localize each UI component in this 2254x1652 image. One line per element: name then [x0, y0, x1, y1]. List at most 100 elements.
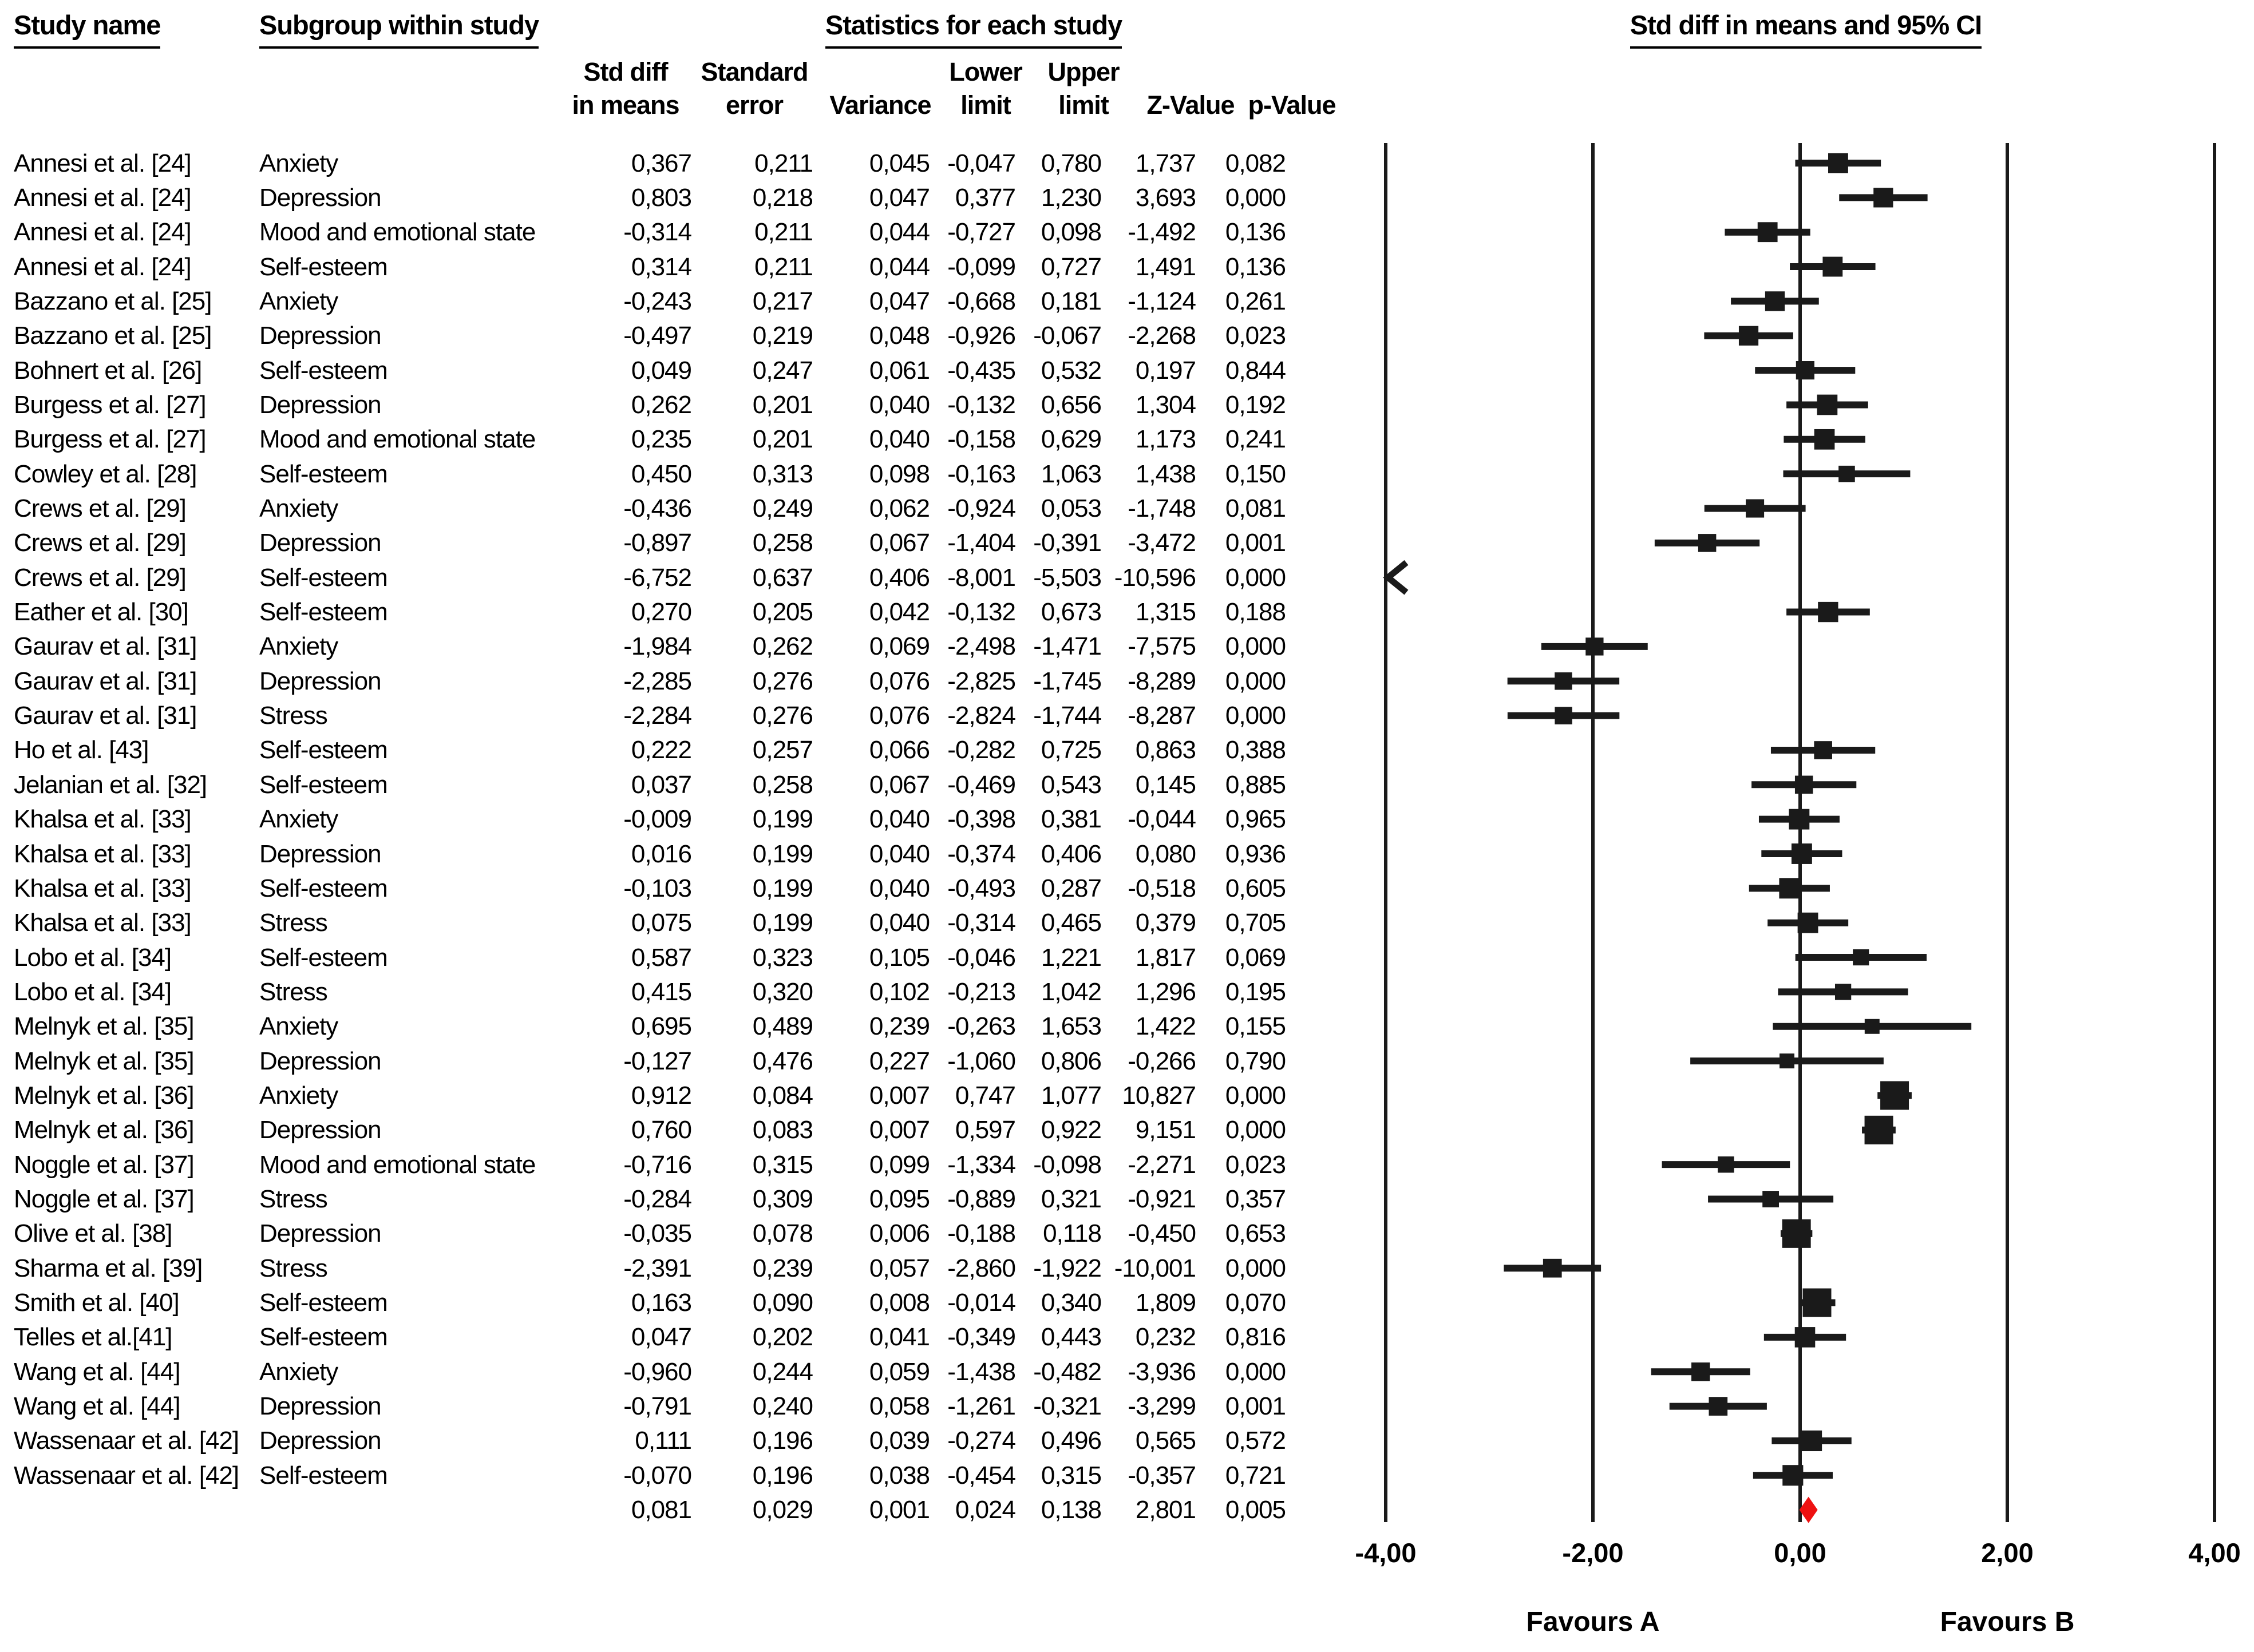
stat-cell: 3,693 [1135, 183, 1196, 212]
stat-cell: 0,000 [1225, 563, 1286, 592]
stat-cell: -8,289 [1128, 667, 1196, 695]
stat-cell: 0,163 [631, 1289, 692, 1317]
col-header-standard: Standard [701, 57, 808, 86]
stat-cell: 1,173 [1135, 425, 1196, 454]
stat-cell: 0,673 [1041, 598, 1102, 627]
study-name-cell: Gaurav et al. [31] [14, 667, 197, 695]
study-name-cell: Melnyk et al. [35] [14, 1047, 195, 1075]
stat-cell: 0,098 [869, 459, 930, 488]
study-name-cell: Bohnert et al. [26] [14, 356, 202, 385]
stat-cell: 0,058 [869, 1392, 930, 1421]
stat-cell: 0,258 [752, 770, 813, 799]
stat-cell: 0,047 [869, 183, 930, 212]
stat-cell: 0,006 [869, 1219, 930, 1248]
subgroup-cell: Depression [259, 183, 382, 212]
effect-size-square [1822, 256, 1843, 277]
col-header-error: error [725, 90, 784, 120]
study-name-cell: Crews et al. [29] [14, 563, 187, 592]
stat-cell: 1,438 [1135, 459, 1196, 488]
stat-cell: -0,727 [947, 218, 1016, 247]
stat-cell: 0,320 [752, 977, 813, 1006]
study-name-cell: Burgess et al. [27] [14, 390, 207, 419]
subgroup-cell: Anxiety [259, 632, 338, 661]
study-name-cell: Crews et al. [29] [14, 529, 187, 557]
stat-cell: 0,803 [631, 183, 692, 212]
stat-cell: 0,406 [869, 563, 930, 592]
stat-cell: 0,695 [631, 1012, 692, 1041]
table-row: Annesi et al. [24] Mood and emotional sta… [0, 215, 1328, 249]
statistics-header-label: Statistics for each study [825, 9, 1122, 49]
stat-cell: 0,062 [869, 494, 930, 522]
subgroup-cell: Self-esteem [259, 1323, 388, 1352]
study-name-cell: Ho et al. [43] [14, 736, 149, 764]
stat-cell: -0,046 [947, 943, 1016, 972]
stat-cell: -0,349 [947, 1323, 1016, 1352]
subgroup-cell: Anxiety [259, 287, 338, 315]
stat-cell: -1,334 [947, 1150, 1016, 1179]
stat-cell: 0,000 [1225, 1357, 1286, 1386]
stat-cell: 0,863 [1135, 736, 1196, 764]
stat-cell: -0,374 [947, 839, 1016, 868]
stat-cell: 0,000 [1225, 1081, 1286, 1110]
stat-cell: 0,118 [1043, 1219, 1102, 1248]
stat-cell: 1,422 [1135, 1012, 1196, 1041]
stat-cell: -2,271 [1128, 1150, 1196, 1179]
stat-cell: 0,705 [1225, 909, 1286, 937]
stat-cell: -7,575 [1128, 632, 1196, 661]
stat-cell: 0,192 [1225, 390, 1286, 419]
stat-cell: 0,816 [1225, 1323, 1286, 1352]
stat-cell: -1,124 [1128, 287, 1196, 315]
subgroup-cell: Anxiety [259, 1012, 338, 1041]
stat-cell: -0,493 [947, 874, 1016, 902]
stat-cell: -0,014 [947, 1289, 1016, 1317]
stat-cell: 0,005 [1225, 1496, 1286, 1524]
col-header-lower-limit: limit [960, 90, 1011, 120]
subgroup-cell: Self-esteem [259, 874, 388, 902]
subgroup-cell: Stress [259, 977, 328, 1006]
stat-cell: 0,136 [1225, 252, 1286, 281]
study-name-cell: Annesi et al. [24] [14, 183, 192, 212]
stat-cell: 0,287 [1041, 874, 1102, 902]
stat-cell: 0,039 [869, 1427, 930, 1455]
study-name-cell: Khalsa et al. [33] [14, 874, 192, 902]
table-row: Ho et al. [43] Self-esteem 0,222 0,257 0,066… [0, 732, 1328, 767]
study-name-cell: Annesi et al. [24] [14, 149, 192, 177]
stat-cell: 0,314 [631, 252, 692, 281]
stat-cell: 0,721 [1225, 1461, 1286, 1489]
stat-cell: 0,202 [752, 1323, 813, 1352]
stat-cell: 0,565 [1135, 1427, 1196, 1455]
study-name-cell: Crews et al. [29] [14, 494, 187, 522]
stat-cell: 1,077 [1041, 1081, 1102, 1110]
stat-cell: -0,897 [623, 529, 692, 557]
stat-cell: -6,752 [623, 563, 692, 592]
stat-cell: -0,047 [947, 149, 1016, 177]
stat-cell: -1,748 [1128, 494, 1196, 522]
study-name-cell: Smith et al. [40] [14, 1289, 180, 1317]
stat-cell: 0,196 [752, 1461, 813, 1489]
study-name-cell: Wang et al. [44] [14, 1392, 181, 1421]
stat-cell: 0,199 [752, 839, 813, 868]
stat-cell: 0,747 [955, 1081, 1016, 1110]
stat-cell: -0,518 [1128, 874, 1196, 902]
effect-size-square [1834, 984, 1852, 1000]
stat-cell: -0,067 [1033, 322, 1102, 350]
stat-cell: 0,240 [752, 1392, 813, 1421]
stat-cell: -0,035 [623, 1219, 692, 1248]
stat-cell: -0,263 [947, 1012, 1016, 1041]
table-row: Melnyk et al. [36] Anxiety 0,912 0,084 0,007… [0, 1078, 1328, 1113]
stat-cell: 0,315 [752, 1150, 813, 1179]
col-header-z-value: Z-Value [1146, 90, 1235, 120]
stat-cell: 0,587 [631, 943, 692, 972]
stat-cell: -2,498 [947, 632, 1016, 661]
study-name-cell: Telles et al.[41] [14, 1323, 172, 1352]
study-name-cell: Lobo et al. [34] [14, 943, 172, 972]
stat-cell: 0,001 [1225, 1392, 1286, 1421]
stat-cell: 0,199 [752, 909, 813, 937]
stat-cell: -1,984 [623, 632, 692, 661]
effect-size-square [1801, 1430, 1822, 1452]
stat-cell: -0,103 [623, 874, 692, 902]
stat-cell: 0,247 [752, 356, 813, 385]
stat-cell: 0,000 [1225, 667, 1286, 695]
stat-cell: 1,653 [1041, 1012, 1102, 1041]
